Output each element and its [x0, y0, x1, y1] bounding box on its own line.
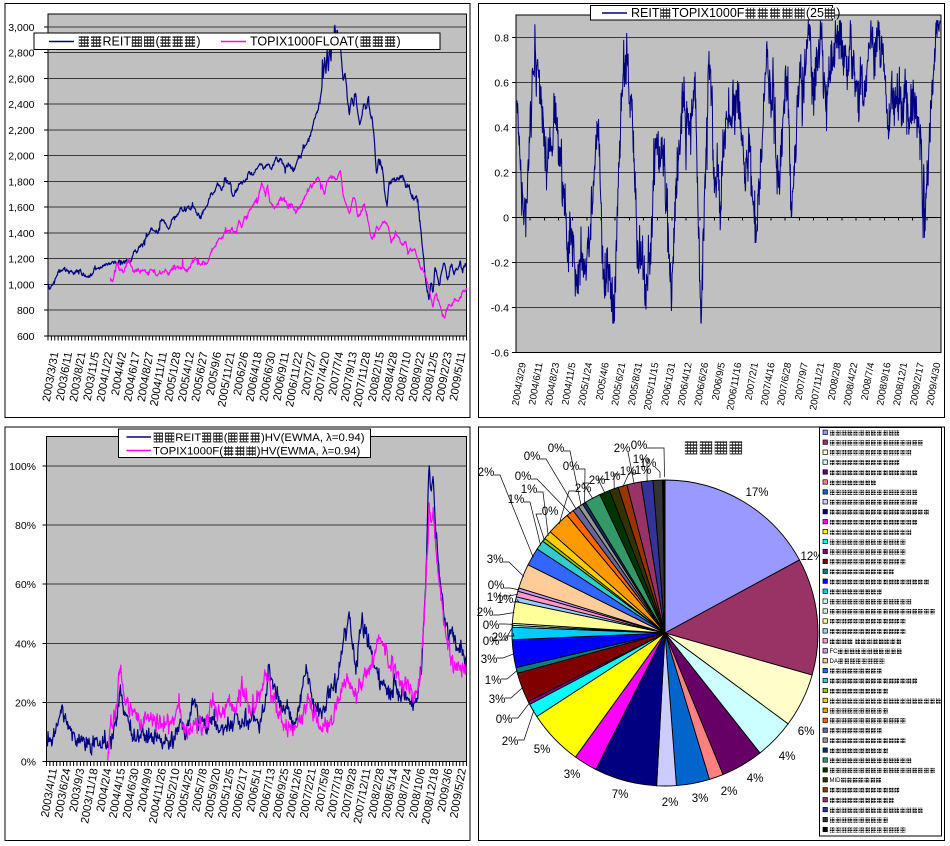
svg-text:): ) [397, 35, 401, 49]
svg-text:2%: 2% [502, 736, 519, 748]
svg-text:0%: 0% [542, 506, 559, 518]
svg-text:0%: 0% [483, 636, 500, 648]
svg-text:5%: 5% [534, 744, 551, 756]
svg-text:2%: 2% [589, 475, 606, 487]
svg-text:1%: 1% [508, 494, 525, 506]
svg-text:4%: 4% [779, 751, 796, 763]
svg-text:FC: FC [830, 649, 839, 655]
svg-text:0%: 0% [483, 620, 500, 632]
svg-text:1,000: 1,000 [8, 280, 34, 292]
svg-text:2%: 2% [492, 632, 509, 644]
svg-text:3%: 3% [692, 793, 709, 805]
svg-text:REIT: REIT [631, 6, 660, 20]
svg-text:REIT: REIT [103, 35, 132, 49]
svg-text:2,000: 2,000 [8, 151, 34, 163]
svg-text:2,800: 2,800 [8, 48, 34, 60]
svg-text:TOPIX1000F: TOPIX1000F [672, 6, 745, 20]
svg-text:2%: 2% [662, 797, 679, 809]
svg-text:1%: 1% [633, 454, 650, 466]
svg-text:800: 800 [17, 305, 35, 317]
svg-text:20%: 20% [15, 697, 36, 709]
svg-text:2,200: 2,200 [8, 125, 34, 137]
svg-text:2%: 2% [575, 483, 592, 495]
svg-text:0: 0 [503, 213, 509, 225]
svg-text:0%: 0% [488, 580, 505, 592]
svg-text:1%: 1% [640, 458, 657, 470]
svg-text:2%: 2% [721, 786, 738, 798]
svg-text:3%: 3% [481, 654, 498, 666]
svg-text:0%: 0% [515, 471, 532, 483]
svg-text:0%: 0% [631, 440, 648, 452]
svg-text:3%: 3% [564, 769, 581, 781]
svg-text:DA: DA [830, 659, 838, 665]
svg-text:7%: 7% [612, 789, 629, 801]
svg-text:3%: 3% [489, 694, 506, 706]
svg-text:6%: 6% [798, 726, 815, 738]
svg-text:TOPIX1000F(: TOPIX1000F( [153, 446, 223, 458]
svg-text:1,400: 1,400 [8, 228, 34, 240]
svg-text:1%: 1% [487, 592, 504, 604]
svg-text:3%: 3% [487, 554, 504, 566]
svg-text:1%: 1% [497, 594, 514, 606]
svg-text:0%: 0% [21, 757, 36, 769]
svg-text:60%: 60% [15, 579, 36, 591]
svg-text:1%: 1% [604, 471, 621, 483]
svg-text:0.4: 0.4 [494, 123, 509, 135]
svg-text:3,000: 3,000 [8, 22, 34, 34]
svg-text:40%: 40% [15, 638, 36, 650]
svg-text:80%: 80% [15, 520, 36, 532]
svg-text:): ) [196, 35, 200, 49]
svg-text:1%: 1% [485, 675, 502, 687]
svg-text:TOPIX1000FLOAT(: TOPIX1000FLOAT( [250, 35, 359, 49]
svg-text:600: 600 [17, 331, 35, 343]
svg-text:)HV(EWMA, λ=0.94): )HV(EWMA, λ=0.94) [257, 446, 361, 458]
svg-text:(: ( [224, 432, 228, 444]
svg-text:-0.2: -0.2 [491, 258, 509, 270]
svg-text:(: ( [156, 35, 161, 49]
svg-text:-0.4: -0.4 [491, 303, 509, 315]
svg-text:2,400: 2,400 [8, 99, 34, 111]
svg-text:REIT: REIT [175, 432, 201, 444]
svg-text:(25: (25 [806, 6, 824, 20]
svg-text:0.8: 0.8 [494, 33, 509, 45]
svg-text:12%: 12% [800, 551, 823, 563]
svg-text:)HV(EWMA, λ=0.94): )HV(EWMA, λ=0.94) [261, 432, 365, 444]
svg-text:): ) [836, 6, 840, 20]
svg-text:0%: 0% [563, 461, 580, 473]
svg-text:0.2: 0.2 [494, 168, 509, 180]
svg-text:1,800: 1,800 [8, 177, 34, 189]
svg-text:2%: 2% [478, 467, 495, 479]
svg-text:1,600: 1,600 [8, 202, 34, 214]
svg-text:0%: 0% [524, 451, 541, 463]
svg-text:0%: 0% [548, 443, 565, 455]
svg-text:1,200: 1,200 [8, 254, 34, 266]
svg-text:0%: 0% [496, 714, 513, 726]
svg-text:2,600: 2,600 [8, 73, 34, 85]
svg-text:0.6: 0.6 [494, 78, 509, 90]
svg-text:2%: 2% [614, 443, 631, 455]
svg-text:100%: 100% [9, 461, 36, 473]
svg-text:MID: MID [830, 778, 842, 784]
svg-text:2%: 2% [477, 607, 494, 619]
svg-text:17%: 17% [745, 487, 768, 499]
svg-text:4%: 4% [747, 773, 764, 785]
svg-text:-0.6: -0.6 [491, 348, 509, 360]
svg-text:1%: 1% [521, 484, 538, 496]
